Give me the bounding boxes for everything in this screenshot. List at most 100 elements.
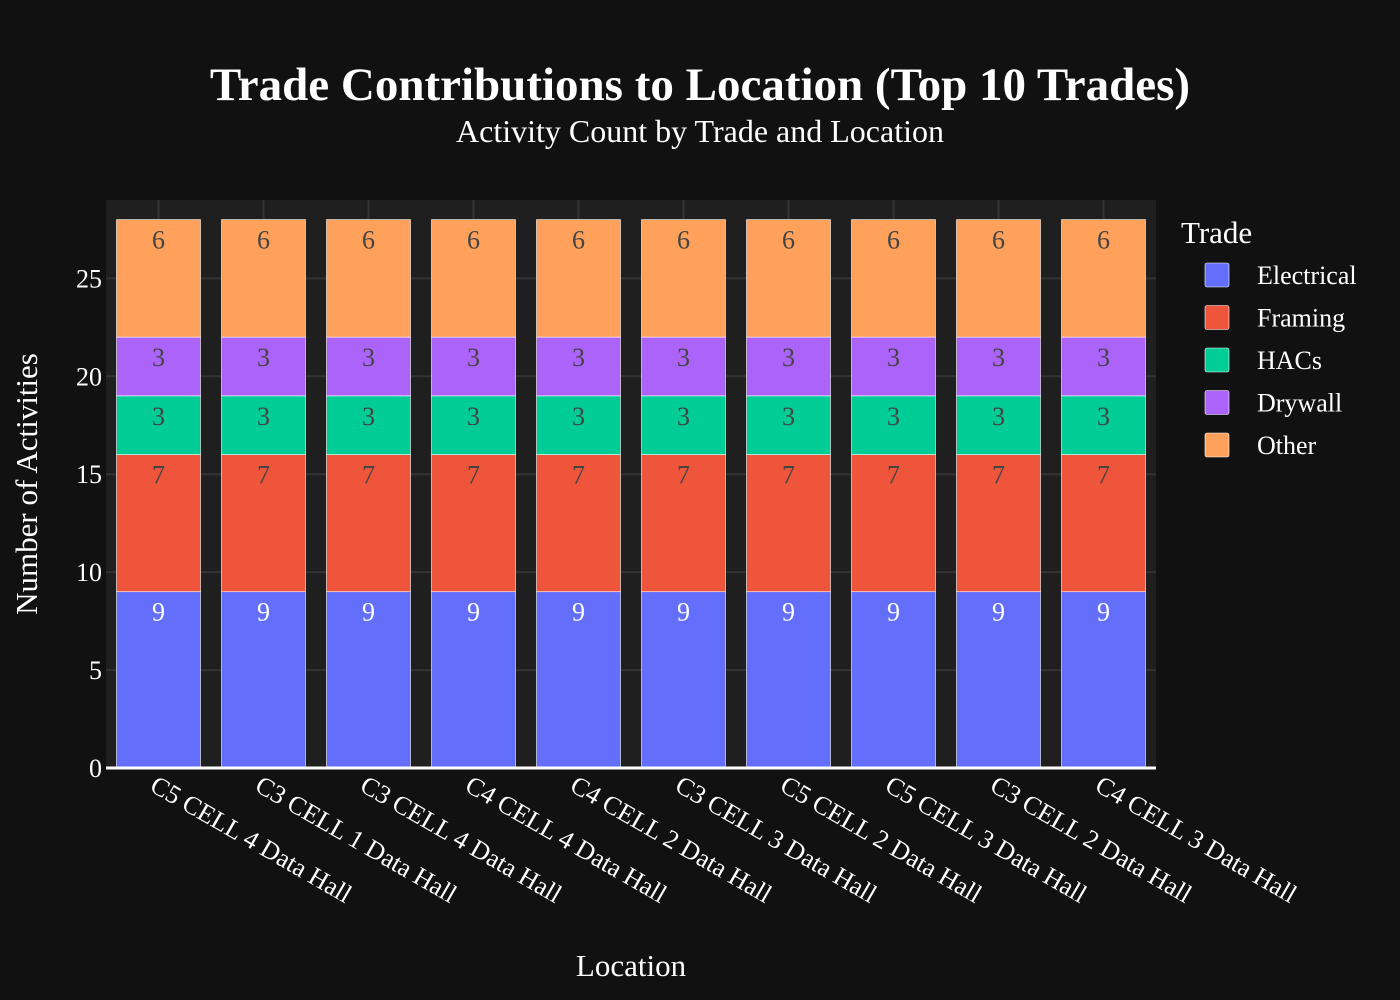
bar-value-label: 6 (152, 226, 165, 255)
bar-value-label: 7 (467, 461, 480, 490)
bar-value-label: 3 (257, 343, 270, 372)
bar-value-label: 3 (992, 402, 1005, 431)
bar-segment-electrical (746, 591, 831, 769)
bar-segment-drywall (326, 336, 411, 397)
bar-value-label: 7 (152, 461, 165, 490)
bar-segment-other (641, 219, 726, 338)
bar-segment-electrical (1061, 591, 1146, 769)
bar-segment-framing (326, 454, 411, 593)
legend-label-hacs[interactable]: HACs (1257, 346, 1322, 375)
legend-swatch-hacs[interactable] (1204, 347, 1230, 373)
bar-segment-hacs (641, 395, 726, 455)
bar-segment-other (536, 219, 621, 338)
bar-value-label: 9 (467, 598, 480, 627)
bar-segment-hacs (431, 395, 516, 455)
bar-segment-framing (956, 454, 1041, 593)
legend-swatch-drywall[interactable] (1204, 390, 1230, 415)
bar-value-label: 3 (782, 343, 795, 372)
bar-segment-electrical (326, 591, 411, 769)
legend-swatch-electrical[interactable] (1204, 262, 1230, 288)
y-tick-label: 5 (89, 656, 102, 685)
bar-segment-other (326, 219, 411, 338)
bar-segment-drywall (851, 336, 936, 397)
bar-value-label: 9 (572, 598, 585, 627)
bar-segment-electrical (851, 591, 936, 769)
legend-label-framing[interactable]: Framing (1257, 304, 1345, 333)
bar-segment-hacs (116, 395, 201, 455)
bar-segment-drywall (746, 336, 831, 397)
bar-segment-electrical (116, 591, 201, 769)
bar-value-label: 6 (782, 226, 795, 255)
bar-segment-electrical (641, 591, 726, 769)
bar-segment-hacs (956, 395, 1041, 455)
bar-value-label: 9 (362, 598, 375, 627)
bar-value-label: 3 (572, 402, 585, 431)
legend-swatch-other[interactable] (1204, 432, 1230, 458)
bar-segment-framing (746, 454, 831, 593)
bar-value-label: 6 (362, 226, 375, 255)
bar-value-label: 6 (887, 226, 900, 255)
bar-value-label: 9 (152, 598, 165, 627)
bar-segment-other (1061, 219, 1146, 338)
legend-label-other[interactable]: Other (1257, 431, 1317, 460)
bar-segment-drywall (956, 336, 1041, 397)
bar-value-label: 6 (677, 226, 690, 255)
bar-value-label: 7 (992, 461, 1005, 490)
legend-swatch-framing[interactable] (1204, 305, 1230, 330)
bar-value-label: 3 (257, 402, 270, 431)
bar-segment-other (431, 219, 516, 338)
bar-value-label: 3 (467, 343, 480, 372)
bar-segment-framing (431, 454, 516, 593)
bar-segment-electrical (536, 591, 621, 769)
bar-value-label: 3 (1097, 343, 1110, 372)
bar-value-label: 3 (677, 402, 690, 431)
bar-value-label: 3 (887, 402, 900, 431)
bar-value-label: 9 (782, 598, 795, 627)
bar-segment-hacs (536, 395, 621, 455)
bar-segment-hacs (746, 395, 831, 455)
bar-segment-hacs (851, 395, 936, 455)
bar-segment-other (851, 219, 936, 338)
legend-label-electrical[interactable]: Electrical (1257, 261, 1357, 290)
bar-value-label: 3 (152, 343, 165, 372)
bar-segment-drywall (431, 336, 516, 397)
bar-value-label: 9 (257, 598, 270, 627)
bar-value-label: 6 (257, 226, 270, 255)
bar-labels-layer: 9 7 3 3 6 9 7 3 3 6 9 7 3 3 6 9 7 3 3 6 9 7 3 3 6 9 7 3 3 6 9 7 3 3 6 9 7 3 3 6… (152, 226, 1110, 627)
bar-value-label: 3 (362, 402, 375, 431)
bar-value-label: 9 (1097, 598, 1110, 627)
bar-value-label: 7 (257, 461, 270, 490)
bar-value-label: 3 (782, 402, 795, 431)
bar-value-label: 9 (887, 598, 900, 627)
bar-value-label: 7 (887, 461, 900, 490)
bar-value-label: 7 (572, 461, 585, 490)
bar-value-label: 7 (1097, 461, 1110, 490)
bar-value-label: 6 (1097, 226, 1110, 255)
chart-subtitle: Activity Count by Trade and Location (456, 113, 944, 149)
bar-value-label: 3 (362, 343, 375, 372)
legend-label-drywall[interactable]: Drywall (1257, 389, 1342, 418)
bar-segment-drywall (1061, 336, 1146, 397)
y-tick-label: 0 (89, 754, 102, 783)
chart-title: Trade Contributions to Location (Top 10 … (210, 59, 1190, 111)
bar-segment-electrical (431, 591, 516, 769)
bar-segment-framing (536, 454, 621, 593)
y-tick-label: 15 (76, 460, 102, 489)
bar-value-label: 3 (992, 343, 1005, 372)
bar-segment-framing (851, 454, 936, 593)
bar-value-label: 7 (677, 461, 690, 490)
bar-segment-hacs (221, 395, 306, 455)
bar-segment-electrical (956, 591, 1041, 769)
bar-segment-framing (116, 454, 201, 593)
y-axis-ticks: 0 5 10 15 20 25 (76, 264, 102, 783)
bar-segment-framing (641, 454, 726, 593)
bar-value-label: 3 (677, 343, 690, 372)
y-tick-label: 10 (76, 558, 102, 587)
bar-value-label: 7 (362, 461, 375, 490)
y-axis-title: Number of Activities (9, 353, 44, 615)
bar-value-label: 9 (677, 598, 690, 627)
bar-value-label: 6 (572, 226, 585, 255)
bar-segment-other (746, 219, 831, 338)
bar-segment-hacs (1061, 395, 1146, 455)
